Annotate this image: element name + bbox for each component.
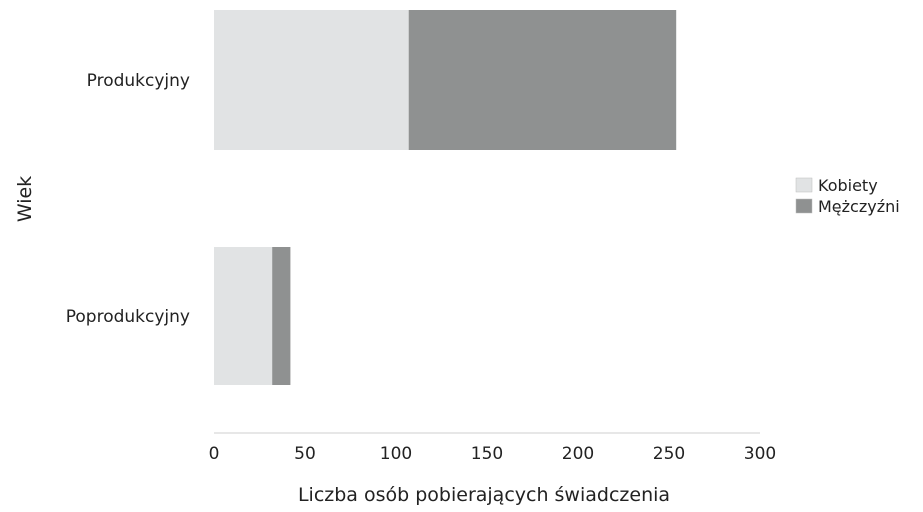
bars-layer: [214, 10, 677, 385]
category-label: Poprodukcyjny: [66, 307, 190, 327]
x-axis-title: Liczba osób pobierających świadczenia: [298, 484, 670, 506]
y-axis-title: Wiek: [14, 176, 36, 222]
category-label: Produkcyjny: [87, 71, 190, 91]
x-tick-label: 50: [294, 444, 316, 464]
legend-swatch: [795, 177, 813, 193]
legend-label: Kobiety: [818, 176, 878, 195]
legend-label: Mężczyźni: [818, 197, 900, 216]
legend-swatch: [795, 198, 813, 214]
bar-m-czy-ni-0: [408, 10, 677, 150]
bar-m-czy-ni-1: [272, 247, 291, 385]
x-tick-label: 250: [653, 444, 685, 464]
category-labels: Produkcyjny Poprodukcyjny: [66, 71, 190, 327]
bar-kobiety-1: [214, 247, 273, 385]
x-tick-label: 150: [471, 444, 503, 464]
x-tick-label: 0: [209, 444, 220, 464]
bar-kobiety-0: [214, 10, 409, 150]
x-tick-labels: 0 50 100 150 200 250 300: [209, 444, 777, 464]
legend: Kobiety Mężczyźni: [795, 176, 900, 216]
x-tick-label: 200: [562, 444, 594, 464]
x-tick-label: 100: [380, 444, 412, 464]
x-tick-label: 300: [744, 444, 776, 464]
